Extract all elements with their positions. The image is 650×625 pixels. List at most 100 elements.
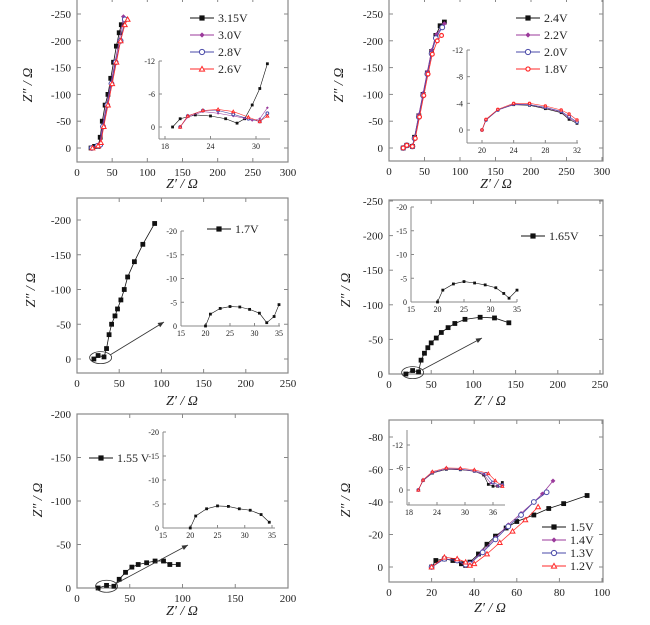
inset-series-1.55V-point [259,513,263,516]
inset-series-1.65V-point [473,281,476,285]
inset-x-tick-label: 25 [214,531,222,540]
inset-series-1.4V-point [482,472,486,476]
series-2.6V-point [104,101,112,108]
x-tick-label: 0 [386,166,392,178]
series-1.3V-point [505,523,512,530]
inset-series-1.65V-point [483,283,487,287]
inset-x-tick-label: 20 [434,305,442,314]
inset-series-1.8V-point [480,128,484,132]
inset-series-3.0V-point [258,117,262,121]
series-1.65V-point [452,321,458,326]
y-tick-label: -100 [51,496,72,508]
inset-chart: 20 24 28 32 0 -4 -8 -12 [452,46,581,155]
y-tick-label: 0 [378,143,384,155]
zoom-arrow [116,544,189,584]
series-1.8V-line [402,35,442,149]
legend-label: 1.8V [544,62,568,76]
legend-label: 3.0V [218,28,242,42]
series-1.55V-point [116,576,122,582]
series-1.3V-point [530,499,537,505]
series-1.2V-point [470,560,478,567]
x-tick-label: 40 [469,587,481,599]
x-tick-label: 0 [386,379,392,391]
legend-label: 1.5V [570,520,594,534]
series-2.6V-point [97,139,105,146]
inset-series-1.8V-point [575,118,579,122]
series-1.8V-point [409,143,415,149]
inset-series-1.2V-point [500,483,505,488]
x-tick-label: 100 [174,593,191,605]
y-tick-label: -50 [56,540,71,552]
inset-series-1.55V-point [216,504,219,508]
y-tick-label: -40 [368,497,383,509]
inset-y-tick-label: -15 [148,452,159,461]
inset-y-tick-label: -20 [396,203,407,212]
x-tick-label: 50 [426,379,438,391]
inset-series-1.65V-line [437,281,518,303]
inset-series-3.15V-point [224,117,228,121]
x-tick-label: 200 [280,593,297,605]
series-1.65V-point [462,316,468,322]
inset-series-1.8V-point [527,101,532,106]
series-1.55V-point [175,562,181,567]
x-tick-label: 80 [554,587,566,599]
inset-chart: 18 24 30 36 0 -6 -12 [392,430,505,517]
series-1.3V-point [543,489,550,496]
series-2.6V-point [100,123,107,129]
series-1.7V-point [115,306,120,312]
inset-y-tick-label: -8 [456,73,463,82]
series-1.2V-point [483,550,491,557]
series-1.7V-point [112,313,118,319]
series-1.7V-point [152,221,158,226]
x-axis-label: Z′ / Ω [480,177,512,192]
y-tick-label: -200 [51,36,72,48]
y-tick-label: -150 [363,63,384,75]
inset-series-3.0V-line [179,107,268,128]
inset-series-3.15V-point [178,117,182,121]
y-tick-label: -150 [51,453,72,465]
series-3.15V-point [118,22,124,28]
y-tick-label: -20 [368,530,383,542]
x-tick-label: 0 [74,378,80,390]
series-3.15V-point [108,75,114,81]
y-tick-label: -150 [363,265,384,277]
x-tick-label: 100 [153,378,170,390]
inset-chart: 18 24 30 0 -6 -12 [144,57,270,151]
series-1.65V-point [422,350,427,356]
x-tick-label: 100 [139,167,156,179]
y-tick-label: 0 [66,354,72,366]
series-1.8V-point [421,92,427,98]
inset-y-tick-label: -4 [456,99,463,108]
series-1.4V-point [550,478,556,484]
x-tick-label: 100 [594,587,611,599]
inset-x-tick-label: 30 [461,508,469,517]
series-1.7V-point [106,332,112,338]
y-axis-label: Z″ / Ω [332,68,347,103]
inset-x-tick-label: 35 [268,531,276,540]
inset-series-1.55V-point [205,507,208,511]
inset-series-1.8V-point [496,107,500,112]
inset-series-1.4V-point [489,481,493,485]
inset-series-1.2V-point [493,478,498,483]
zoom-region-ellipse [95,579,118,593]
inset-x-tick-label: 32 [573,146,581,155]
x-tick-label: 50 [124,593,136,605]
inset-series-1.55V-point [227,505,230,508]
y-tick-label: -100 [363,300,384,312]
inset-x-tick-label: 30 [241,531,249,540]
inset-series-1.2V-point [486,471,491,476]
y-tick-label: -150 [51,250,72,262]
series-2.2V-point [441,21,447,27]
y-tick-label: -200 [51,409,72,421]
inset-y-tick-label: -10 [148,476,159,485]
series-1.55V-point [152,558,158,564]
plot-frame [76,413,289,589]
y-tick-label: -50 [368,116,383,128]
zoom-region-ellipse [401,366,425,380]
legend-label: 1.65V [549,229,579,243]
inset-series-1.7V-point [209,312,212,316]
series-1.65V-point [416,369,421,375]
x-tick-label: 50 [419,166,431,178]
inset-series-1.55V-line [189,505,270,529]
